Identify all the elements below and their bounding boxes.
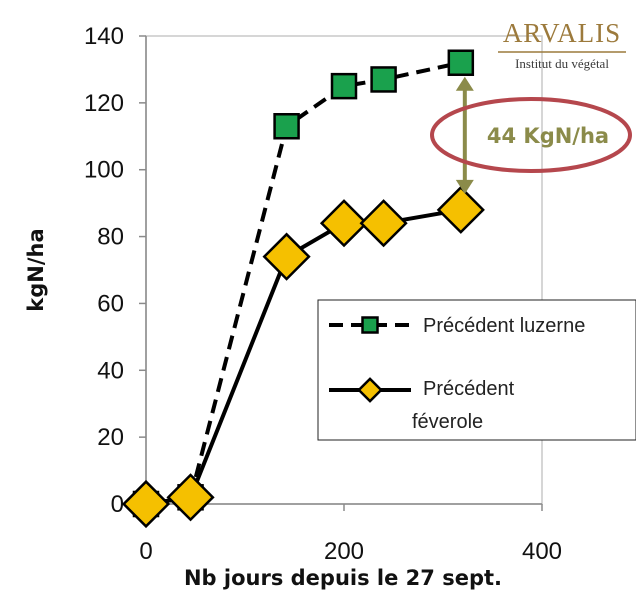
series-layer xyxy=(121,49,485,529)
legend: Précédent luzerne Précédent féverole xyxy=(317,299,636,441)
y-tick-label: 80 xyxy=(97,224,124,251)
data-point xyxy=(330,72,358,100)
legend-label-luzerne: Précédent luzerne xyxy=(423,315,585,337)
data-point xyxy=(262,232,311,281)
data-point xyxy=(166,473,215,522)
annotation-ellipse xyxy=(430,97,632,173)
axes: 0 20 40 60 80 100 120 140 0 200 400 xyxy=(84,23,562,565)
legend-label-feverole: Précédent féverole xyxy=(412,378,520,433)
data-point xyxy=(273,113,300,140)
data-point xyxy=(121,479,171,529)
annotation-text: 44 KgN/ha xyxy=(487,124,609,148)
y-tick-label: 140 xyxy=(84,23,124,50)
logo-tagline: Institut du végétal xyxy=(515,56,609,71)
legend-swatch-marker xyxy=(357,377,383,403)
data-point xyxy=(370,66,397,93)
legend-swatch-marker xyxy=(361,316,379,334)
data-point xyxy=(447,49,475,76)
x-axis-title: Nb jours depuis le 27 sept. xyxy=(184,566,502,590)
data-point xyxy=(436,185,485,234)
data-point xyxy=(319,199,369,248)
difference-annotation: 44 KgN/ha xyxy=(430,76,632,194)
y-axis-title: kgN/ha xyxy=(24,228,48,311)
x-tick-label: 200 xyxy=(324,538,364,565)
y-tick-label: 0 xyxy=(111,491,124,518)
series-feverole xyxy=(121,185,485,529)
logo-name: ARVALIS xyxy=(503,18,621,48)
x-tick-label: 0 xyxy=(139,538,152,565)
arrow-head-top xyxy=(455,76,474,91)
y-tick-label: 40 xyxy=(97,357,124,384)
series-luzerne xyxy=(132,49,475,518)
arvalis-logo: ARVALIS Institut du végétal xyxy=(498,18,626,71)
y-tick-label: 120 xyxy=(84,90,124,117)
legend-entries xyxy=(329,316,411,403)
data-point xyxy=(359,199,408,248)
y-tick-label: 60 xyxy=(97,290,124,317)
y-tick-label: 20 xyxy=(97,424,124,451)
y-tick-label: 100 xyxy=(84,157,124,184)
x-tick-label: 400 xyxy=(522,538,562,565)
arrow-head-bottom xyxy=(455,179,474,194)
